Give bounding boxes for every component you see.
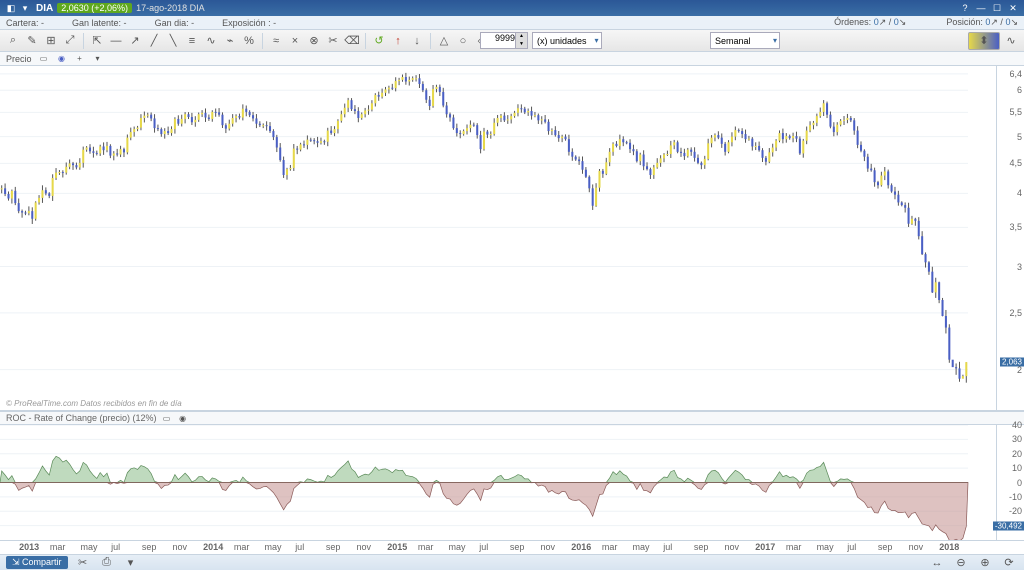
tool-button[interactable]: ↑ <box>389 32 407 50</box>
toolbar: ⌕✎⊞⤢⇱—↗╱╲≡∿⌁%≈×⊗✂⌫↺↑↓△○◇△ 9999▲▼ (x) uni… <box>0 30 1024 52</box>
indicator-header: ROC - Rate of Change (precio) (12%) ▭ ◉ <box>0 411 1024 425</box>
zoom-control[interactable]: ↔ <box>928 554 946 572</box>
tool-button[interactable]: ⌁ <box>221 32 239 50</box>
tool-button[interactable]: ↺ <box>370 32 388 50</box>
tool-icon[interactable]: ◉ <box>177 412 189 424</box>
tool-button[interactable]: ⌫ <box>343 32 361 50</box>
info-bar: Cartera: - Gan latente: - Gan dia: - Exp… <box>0 16 1024 30</box>
tool-icon[interactable]: + <box>74 53 86 65</box>
tool-button[interactable]: ⊗ <box>305 32 323 50</box>
tool-button[interactable]: ⤢ <box>61 32 79 50</box>
exposicion-label: Exposición : - <box>222 18 276 28</box>
tool-button[interactable]: ⇱ <box>88 32 106 50</box>
chart-area: 22,533,544,555,566,42,063 © ProRealTime.… <box>0 66 1024 554</box>
title-date: 17-ago-2018 DIA <box>136 3 205 13</box>
posicion-label: Posición: 0↗ / 0↘ <box>946 17 1018 28</box>
minimize-icon[interactable]: — <box>974 2 988 14</box>
tool-button[interactable]: △ <box>435 32 453 50</box>
tool-button[interactable]: ✎ <box>23 32 41 50</box>
quantity-input[interactable]: 9999▲▼ <box>480 32 528 49</box>
watermark: © ProRealTime.com Datos recibidos en fin… <box>6 399 182 408</box>
tool-button[interactable]: ↓ <box>408 32 426 50</box>
symbol-label: DIA <box>36 3 53 14</box>
price-yaxis: 22,533,544,555,566,42,063 <box>996 66 1024 410</box>
share-button[interactable]: ⇲ Compartir <box>6 556 68 569</box>
tool-button[interactable]: ↗ <box>126 32 144 50</box>
gandia-label: Gan dia: - <box>155 18 195 28</box>
tool-button[interactable]: ⌕ <box>4 32 22 50</box>
footer-icon[interactable]: ⎙ <box>98 554 116 572</box>
footer-icon[interactable]: ✂ <box>74 554 92 572</box>
roc-title: ROC - Rate of Change (precio) (12%) <box>6 413 157 423</box>
tool-button[interactable]: ✂ <box>324 32 342 50</box>
precio-label: Precio <box>6 54 32 64</box>
help-icon[interactable]: ? <box>958 2 972 14</box>
units-select[interactable]: (x) unidades <box>532 32 602 49</box>
zoom-in-icon[interactable]: ⊕ <box>976 554 994 572</box>
tool-button[interactable]: ≈ <box>267 32 285 50</box>
tool-button[interactable]: ╲ <box>164 32 182 50</box>
footer-bar: ⇲ Compartir ✂ ⎙ ▾ ↔ ⊖ ⊕ ⟳ <box>0 554 1024 570</box>
time-axis: 2013marmayjulsepnov2014marmayjulsepnov20… <box>0 540 1024 554</box>
tool-button[interactable]: ∿ <box>202 32 220 50</box>
zoom-out-icon[interactable]: ⊖ <box>952 554 970 572</box>
subtool-bar: Precio ▭ ◉ + ▾ <box>0 52 1024 66</box>
dropdown-icon[interactable]: ▾ <box>18 2 32 14</box>
tool-button[interactable]: × <box>286 32 304 50</box>
price-badge: 2,0630 (+2,06%) <box>57 3 132 13</box>
expand-icon[interactable]: ◧ <box>4 2 18 14</box>
tool-button[interactable]: — <box>107 32 125 50</box>
chart-style-button[interactable]: ⬍ <box>968 32 1000 50</box>
tool-icon[interactable]: ◉ <box>56 53 68 65</box>
tool-button[interactable]: ╱ <box>145 32 163 50</box>
maximize-icon[interactable]: ☐ <box>990 2 1004 14</box>
tool-button[interactable]: ≡ <box>183 32 201 50</box>
cartera-label: Cartera: - <box>6 18 44 28</box>
tool-icon[interactable]: ▭ <box>38 53 50 65</box>
more-icon[interactable]: ∿ <box>1002 32 1020 50</box>
price-chart[interactable]: 22,533,544,555,566,42,063 © ProRealTime.… <box>0 66 1024 411</box>
roc-yaxis: -30-20-10010203040-30,492 <box>996 425 1024 540</box>
tool-button[interactable]: ○ <box>454 32 472 50</box>
tool-icon[interactable]: ▭ <box>161 412 173 424</box>
timeframe-select[interactable]: Semanal <box>710 32 780 49</box>
title-bar: ◧ ▾ DIA 2,0630 (+2,06%) 17-ago-2018 DIA … <box>0 0 1024 16</box>
tool-button[interactable]: % <box>240 32 258 50</box>
footer-icon[interactable]: ▾ <box>122 554 140 572</box>
tool-button[interactable]: ⊞ <box>42 32 60 50</box>
tool-icon[interactable]: ▾ <box>92 53 104 65</box>
zoom-reset-icon[interactable]: ⟳ <box>1000 554 1018 572</box>
ordenes-label: Órdenes: 0↗ / 0↘ <box>834 17 906 28</box>
ganlatente-label: Gan latente: - <box>72 18 127 28</box>
close-icon[interactable]: ✕ <box>1006 2 1020 14</box>
roc-chart[interactable]: -30-20-10010203040-30,492 <box>0 425 1024 540</box>
